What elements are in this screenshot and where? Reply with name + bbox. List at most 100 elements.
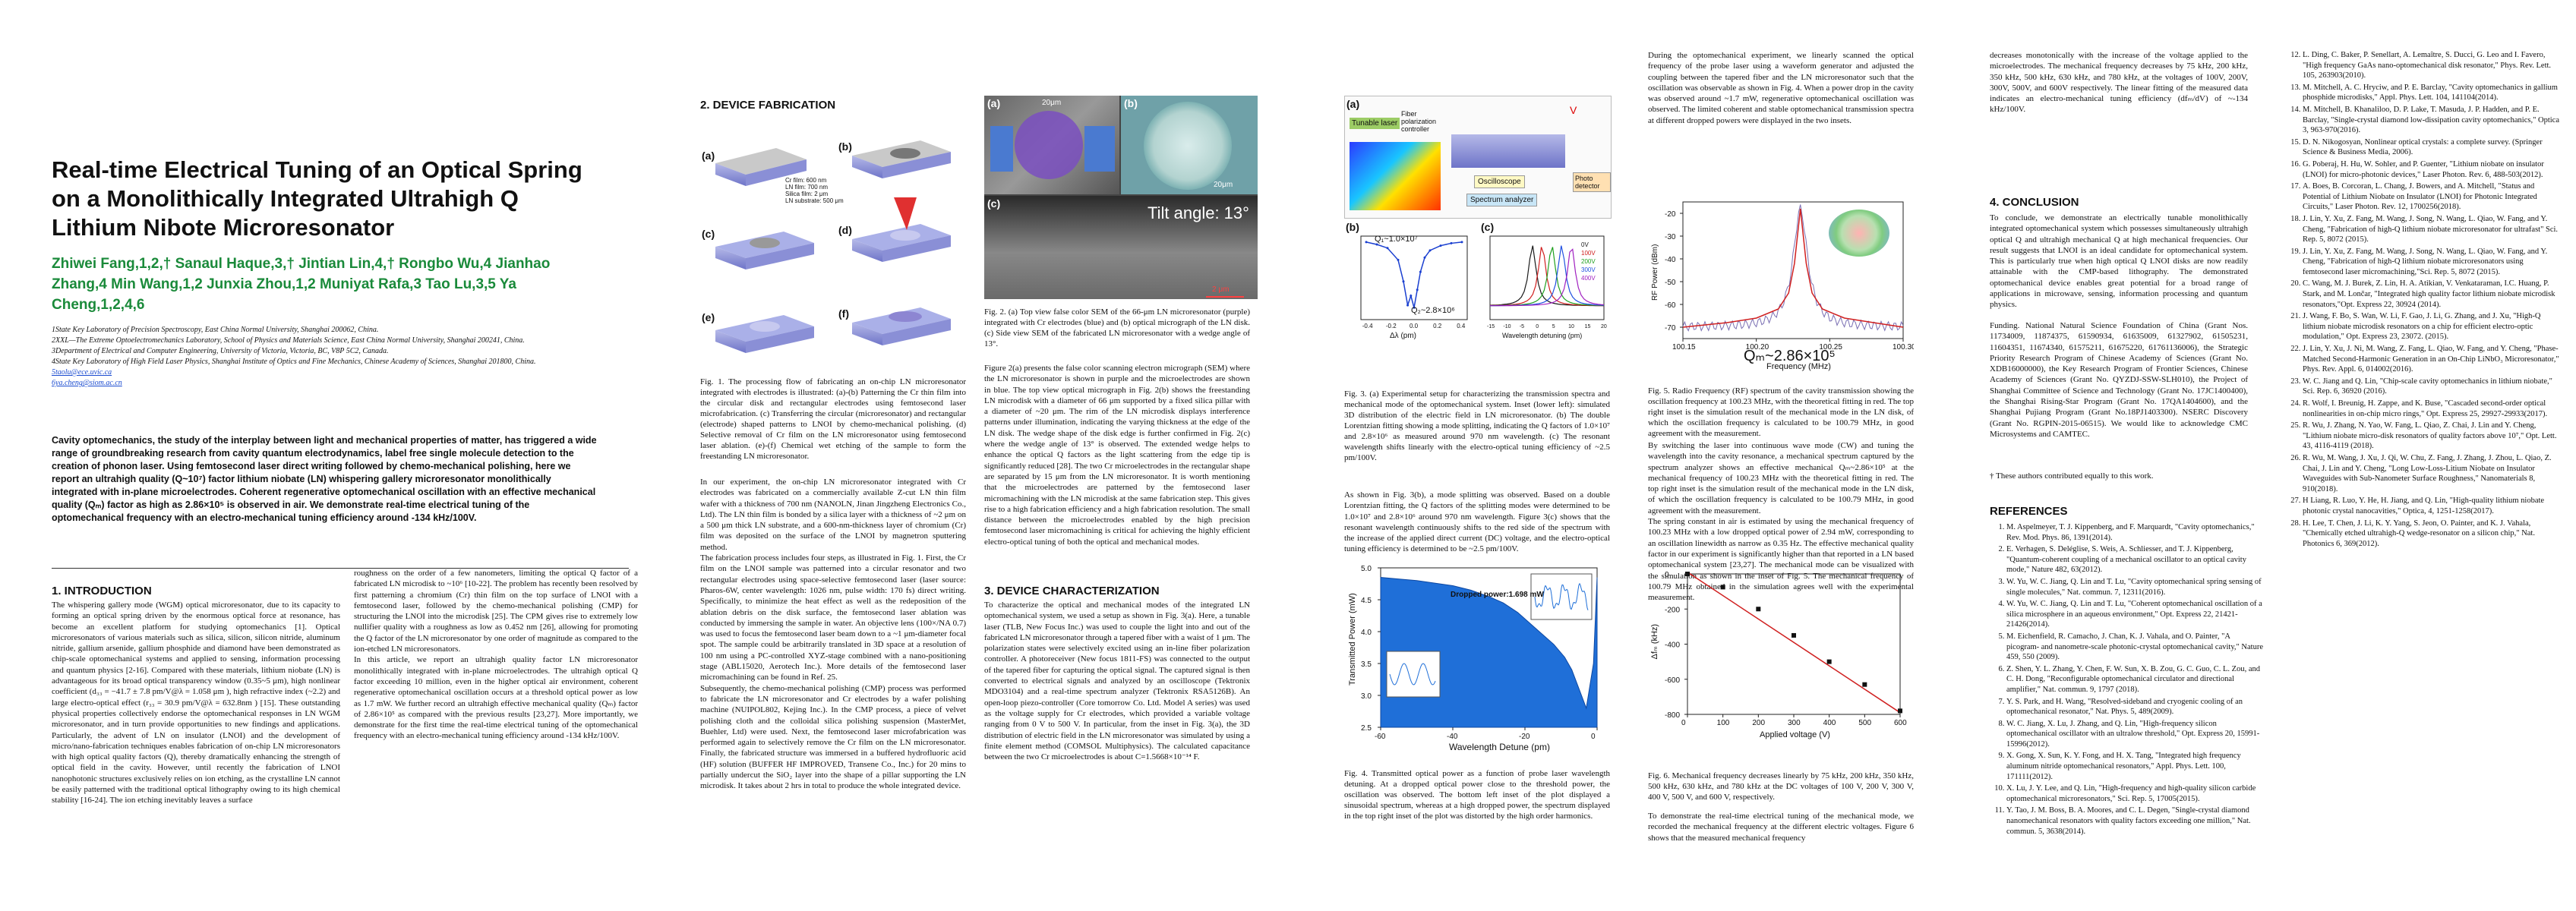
sinusoid-inset — [1386, 651, 1441, 698]
x-tick-label: 400 — [1823, 719, 1836, 727]
intro-paragraph: roughness on the order of a few nanomete… — [354, 569, 638, 741]
electrode-image — [1084, 126, 1115, 172]
reference-item: R. Wu, J. Zhang, N. Yao, W. Fang, L. Qia… — [2303, 421, 2561, 452]
reference-item: J. Wang, F. Bo, S. Wan, W. Li, F. Gao, J… — [2303, 311, 2561, 342]
x-tick-label: 0.2 — [1433, 323, 1442, 329]
fig1-panel-label: (d) — [838, 224, 852, 236]
fig3b-data-point — [1397, 258, 1400, 261]
x-tick-label: 100.25 — [1819, 343, 1842, 351]
fig6-data-point — [1756, 607, 1761, 612]
spectrum-analyzer-box: Spectrum analyzer — [1466, 194, 1538, 206]
electrode-image — [990, 126, 1013, 172]
fig5-plot: -70 -60 -50 -40 -30 -20 100.15 100.20 100.25 100.… — [1651, 201, 1916, 371]
x-tick-label: 500 — [1858, 719, 1871, 727]
x-tick-label: -40 — [1447, 733, 1458, 741]
distorted-inset — [1530, 573, 1593, 620]
fig3b-data-point — [1406, 304, 1410, 307]
affiliation: 3Department of Electrical and Computer E… — [52, 347, 389, 355]
legend-label: 0V — [1581, 241, 1589, 248]
x-tick-label: 0 — [1591, 733, 1596, 741]
y-tick-label: -70 — [1665, 324, 1676, 333]
reference-item: Z. Shen, Y. L. Zhang, Y. Chen, F. W. Sun… — [2006, 664, 2265, 695]
x-tick-label: 5 — [1552, 324, 1555, 329]
reference-item: M. Mitchell, B. Khanaliloo, D. P. Lake, … — [2303, 105, 2561, 136]
reference-item: J. Lin, Y. Xu, J. Ni, M. Wang, Z. Fang, … — [2303, 344, 2561, 375]
section-heading-fabrication: 2. DEVICE FABRICATION — [700, 99, 836, 112]
fig3b-data-point — [1439, 244, 1442, 247]
fig6-plot: -800 -600 -400 -200 0 0 100 200 300 400 500 600 Appl… — [1650, 571, 1907, 739]
abstract: Cavity optomechanics, the study of the i… — [52, 435, 597, 523]
q2-annotation: Q₂~2.8×10⁶ — [1411, 306, 1455, 315]
x-tick-label: -20 — [1519, 733, 1530, 741]
fig1-panel-label: (b) — [838, 140, 852, 153]
fig4-caption: Fig. 4. Transmitted optical power as a f… — [1344, 769, 1610, 821]
y-axis-label: Δfₘ (kHz) — [1650, 624, 1659, 660]
reference-item: J. Lin, Y. Xu, Z. Fang, M. Wang, J. Song… — [2303, 214, 2561, 245]
fig3-panel-label: (c) — [1481, 221, 1495, 233]
affiliation: 4State Key Laboratory of High Field Lase… — [52, 358, 536, 366]
reference-item: X. Gong, X. Sun, K. Y. Fong, and H. X. T… — [2006, 751, 2265, 782]
y-axis-label: RF Power (dBm) — [1651, 244, 1659, 301]
fig3b-data-point — [1450, 241, 1453, 244]
fig3b-data-point — [1428, 249, 1432, 252]
sinusoid-trace — [1389, 663, 1436, 686]
legend-label: 300V — [1581, 266, 1596, 273]
layer-legend: Cr film: 600 nm LN film: 700 nm Silica f… — [785, 177, 844, 204]
y-tick-label: 3.0 — [1361, 692, 1372, 701]
fig1-panel-label: (e) — [702, 311, 715, 323]
fig3b-data-point — [1419, 270, 1422, 273]
figure-1: (a) (b) (c) (d) (e) (f) Cr film: 600 nm … — [700, 118, 966, 368]
fig3b-plot: -0.4 -0.2 0.0 0.2 0.4 — [1360, 235, 1468, 329]
polarization-controller-label: Fiber polarization controller — [1401, 110, 1437, 133]
reference-item: W. C. Jiang and Q. Lin, "Chip-scale cavi… — [2303, 377, 2561, 397]
x-tick-label: 100.20 — [1746, 343, 1769, 351]
fabrication-text: In our experiment, the on-chip LN micror… — [700, 478, 966, 791]
email-link[interactable]: 6ya.cheng@siom.ac.cn — [52, 379, 122, 387]
figure-2: (a) 20μm (b) 20μm (c) Tilt angle: 13° 2 … — [984, 96, 1258, 299]
fig6-data-point — [1898, 708, 1902, 714]
divider — [52, 568, 629, 569]
fig2-discussion: Figure 2(a) presents the false color sca… — [984, 364, 1250, 547]
reference-item: M. Eichenfield, R. Camacho, J. Chan, K. … — [2006, 632, 2265, 663]
equal-contribution-note: † These authors contributed equally to t… — [1990, 471, 2154, 481]
section-heading-characterization: 3. DEVICE CHARACTERIZATION — [984, 585, 1160, 597]
legend-label: 400V — [1581, 275, 1596, 282]
reference-item: H. Lee, T. Chen, J. Li, K. Y. Yang, S. J… — [2303, 519, 2561, 550]
y-tick-label: -20 — [1665, 210, 1676, 219]
x-tick-label: -15 — [1487, 324, 1495, 329]
fig5-caption: Fig. 5. Radio Frequency (RF) spectrum of… — [1648, 386, 1914, 438]
fig3c-chart: 0V 100V 200V 300V 400V -15 -10 -5 0 5 10 15 20 (c) W… — [1479, 221, 1610, 341]
reference-item: L. Ding, C. Baker, P. Senellart, A. Lema… — [2303, 50, 2561, 81]
reference-item: W. C. Jiang, X. Lu, J. Zhang, and Q. Lin… — [2006, 719, 2265, 750]
fig3b-data-point — [1375, 243, 1378, 246]
x-tick-label: 100.15 — [1672, 343, 1696, 351]
reference-item: C. Wang, M. J. Burek, Z. Lin, H. A. Atik… — [2303, 279, 2561, 310]
affiliations: 1State Key Laboratory of Precision Spect… — [52, 325, 598, 389]
y-tick-label: -60 — [1665, 301, 1676, 310]
optomechanics-paragraph: During the optomechanical experiment, we… — [1648, 51, 1914, 125]
figure-3: (a) Tunable laser Fiber polarization con… — [1344, 96, 1612, 342]
reference-item: W. Yu, W. C. Jiang, Q. Lin and T. Lu, "C… — [2006, 577, 2265, 597]
fig3b-series-line — [1365, 241, 1463, 308]
field-simulation-inset — [1350, 142, 1441, 210]
fab-process-illustration — [715, 140, 951, 353]
layer-label: LN film: 700 nm — [785, 184, 829, 191]
characterization-text: To characterize the optical and mechanic… — [984, 601, 1250, 762]
q1-annotation: Q₁~1.0×10⁷ — [1375, 235, 1418, 244]
tilt-angle-label: Tilt angle: 13° — [1148, 203, 1249, 222]
reference-item: G. Poberaj, H. Hu, W. Sohler, and P. Gue… — [2303, 159, 2561, 180]
microdisk-image — [1144, 102, 1232, 190]
photodetector-box: Photo detector — [1573, 172, 1611, 192]
author-list: Zhiwei Fang,1,2,† Sanaul Haque,3,† Jinti… — [52, 256, 551, 313]
x-tick-label: -0.4 — [1362, 323, 1373, 329]
y-axis-label: Transmitted Power (mW) — [1348, 593, 1357, 686]
sem-top-view: (a) 20μm — [984, 96, 1119, 194]
legend-label: 200V — [1581, 258, 1596, 265]
figure-4: 2.5 3.0 3.5 4.0 4.5 5.0 -60 -40 -20 0 Wavelength D… — [1344, 560, 1610, 758]
reference-item: E. Verhagen, S. Deléglise, S. Weis, A. S… — [2006, 544, 2265, 575]
plot-frame — [1682, 201, 1904, 339]
fig3-discussion: As shown in Fig. 3(b), a mode splitting … — [1344, 490, 1610, 554]
email-link[interactable]: 5taolu@ece.uvic.ca — [52, 368, 112, 377]
y-tick-label: -40 — [1665, 256, 1676, 264]
reference-item: D. N. Nikogosyan, Nonlinear optical crys… — [2303, 137, 2561, 158]
